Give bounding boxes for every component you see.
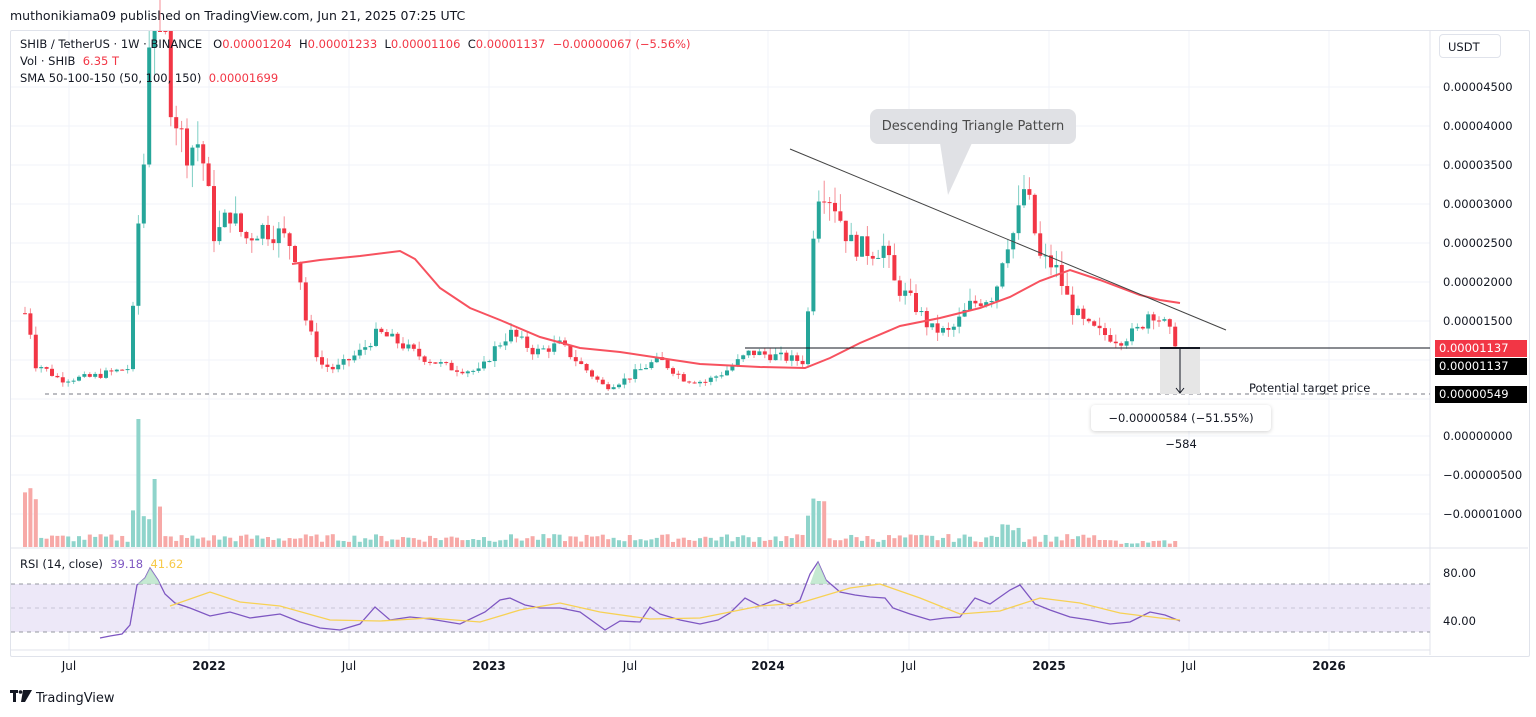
symbol-name[interactable]: SHIB / TetherUS · 1W · BINANCE <box>20 37 202 51</box>
close-value: 0.00001137 <box>476 37 546 51</box>
tradingview-logo-icon <box>10 690 32 706</box>
last-price-tag: 0.00001137 <box>1435 340 1527 357</box>
change-value: −0.00000067 (−5.56%) <box>553 37 691 51</box>
time-tick: 2023 <box>472 659 505 673</box>
sma-legend[interactable]: SMA 50-100-150 (50, 100, 150) 0.00001699 <box>20 71 278 85</box>
price-tick: 0.00004000 <box>1443 119 1513 133</box>
target-price-tag: 0.00000549 <box>1435 386 1527 403</box>
sma-value: 0.00001699 <box>209 71 279 85</box>
volume-legend[interactable]: Vol · SHIB 6.35 T <box>20 54 119 68</box>
volume-tick: 0.00000000 <box>1443 429 1513 443</box>
price-tick: 0.00003500 <box>1443 158 1513 172</box>
tradingview-brand[interactable]: TradingView <box>10 690 115 706</box>
high-value: 0.00001233 <box>308 37 378 51</box>
rsi-tick: 40.00 <box>1443 614 1476 628</box>
volume-tick: −0.00000500 <box>1443 468 1522 482</box>
price-tick: 0.00001500 <box>1443 314 1513 328</box>
rsi-ma-value: 41.62 <box>150 557 183 571</box>
symbol-legend: SHIB / TetherUS · 1W · BINANCE O0.000012… <box>20 37 691 51</box>
time-tick: 2024 <box>751 659 784 673</box>
support-price-tag: 0.00001137 <box>1435 358 1527 375</box>
measure-label[interactable]: −0.00000584 (−51.55%) −584 <box>1091 405 1271 431</box>
time-tick: Jul <box>62 659 76 673</box>
rsi-tick: 80.00 <box>1443 566 1476 580</box>
price-tick: 0.00003000 <box>1443 197 1513 211</box>
time-tick: Jul <box>623 659 637 673</box>
target-price-label[interactable]: Potential target price <box>1249 381 1370 395</box>
rsi-legend[interactable]: RSI (14, close) 39.18 41.62 <box>20 557 183 571</box>
time-tick: Jul <box>1182 659 1196 673</box>
currency-button[interactable]: USDT <box>1439 34 1501 58</box>
price-tick: 0.00004500 <box>1443 80 1513 94</box>
volume-tick: −0.00001000 <box>1443 507 1522 521</box>
time-tick: Jul <box>902 659 916 673</box>
time-tick: 2022 <box>192 659 225 673</box>
brand-name: TradingView <box>36 691 115 706</box>
price-tick: 0.00002000 <box>1443 275 1513 289</box>
pattern-callout[interactable]: Descending Triangle Pattern <box>870 109 1076 144</box>
low-value: 0.00001106 <box>391 37 461 51</box>
time-tick: 2025 <box>1032 659 1065 673</box>
time-tick: 2026 <box>1312 659 1345 673</box>
rsi-value: 39.18 <box>110 557 143 571</box>
open-value: 0.00001204 <box>222 37 292 51</box>
price-tick: 0.00002500 <box>1443 236 1513 250</box>
chart-canvas[interactable] <box>0 0 1536 717</box>
time-tick: Jul <box>342 659 356 673</box>
volume-value: 6.35 T <box>83 54 119 68</box>
